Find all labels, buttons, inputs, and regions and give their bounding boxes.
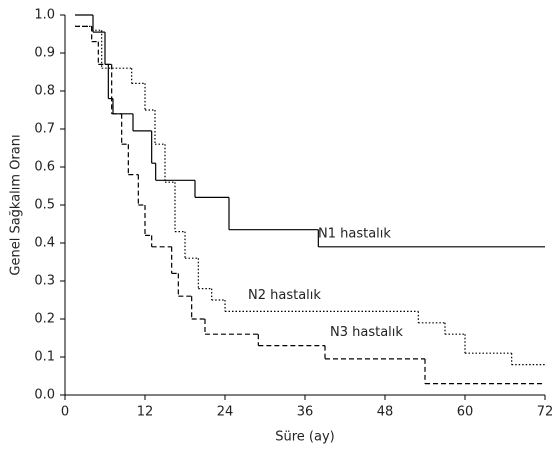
x-tick-label: 36 xyxy=(297,405,314,420)
series-label: N1 hastalık xyxy=(318,226,391,241)
x-tick-label: 12 xyxy=(137,405,154,420)
y-tick-label: 0.0 xyxy=(34,388,55,403)
x-axis-title: Süre (ay) xyxy=(275,430,334,445)
y-axis-title: Genel Sağkalım Oranı xyxy=(9,134,24,275)
y-tick-label: 0.6 xyxy=(34,160,55,175)
x-tick-label: 72 xyxy=(537,405,554,420)
y-tick-label: 0.4 xyxy=(34,236,55,251)
y-tick-label: 0.1 xyxy=(34,350,55,365)
x-tick-label: 48 xyxy=(377,405,394,420)
y-tick-label: 0.2 xyxy=(34,312,55,327)
series-label: N3 hastalık xyxy=(330,325,403,340)
x-tick-label: 24 xyxy=(217,405,234,420)
series-label: N2 hastalık xyxy=(248,288,321,303)
y-tick-label: 0.9 xyxy=(34,46,55,61)
x-tick-label: 60 xyxy=(457,405,474,420)
x-tick-label: 0 xyxy=(61,405,69,420)
y-tick-label: 0.8 xyxy=(34,84,55,99)
y-tick-label: 0.3 xyxy=(34,274,55,289)
y-tick-label: 0.7 xyxy=(34,122,55,137)
y-tick-label: 0.5 xyxy=(34,198,55,213)
y-tick-label: 1.0 xyxy=(34,8,55,23)
